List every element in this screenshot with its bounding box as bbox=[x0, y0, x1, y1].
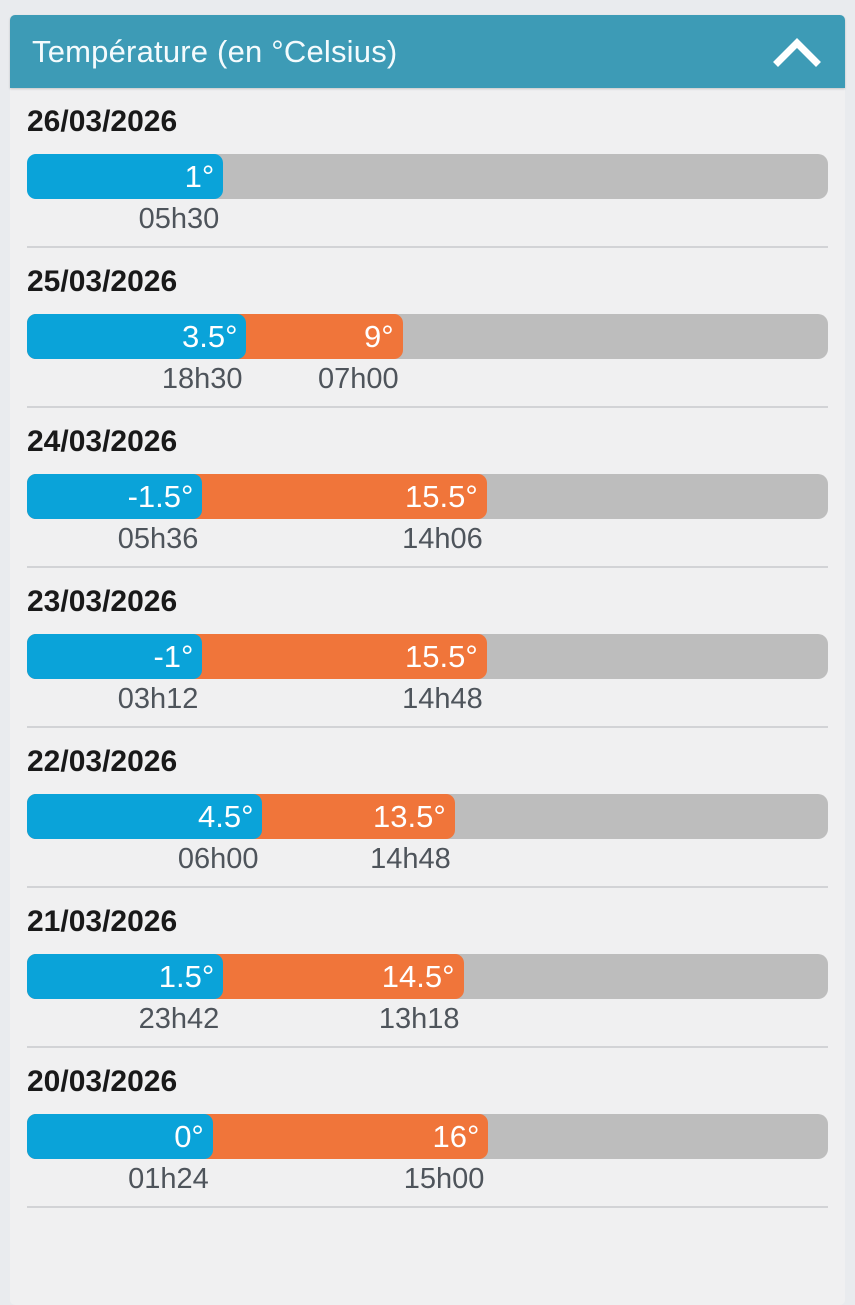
temperature-bar-track: 15.5° -1.5° bbox=[27, 474, 828, 519]
max-temp-label: 14.5° bbox=[381, 958, 455, 994]
max-time-label: 14h06 bbox=[402, 523, 483, 555]
time-labels-row: 06h00 14h48 bbox=[27, 841, 828, 877]
min-time-label: 06h00 bbox=[177, 843, 259, 875]
max-time-label: 13h18 bbox=[378, 1003, 460, 1035]
min-time-label: 01h24 bbox=[128, 1163, 209, 1195]
min-time-label: 18h30 bbox=[161, 363, 243, 395]
min-temp-bar: 1.5° bbox=[27, 954, 224, 999]
max-temp-label: 9° bbox=[364, 318, 394, 354]
temperature-bar-track: 15.5° -1° bbox=[27, 634, 828, 679]
max-temp-label: 15.5° bbox=[405, 638, 478, 674]
chevron-up-icon[interactable] bbox=[771, 32, 823, 72]
temperature-bar-track: 1° bbox=[27, 154, 828, 199]
temperature-panel-header[interactable]: Température (en °Celsius) bbox=[10, 15, 845, 88]
max-time-label: 14h48 bbox=[370, 843, 451, 875]
day-date: 24/03/2026 bbox=[27, 425, 178, 458]
day-date: 23/03/2026 bbox=[27, 585, 178, 618]
max-time-label: 07h00 bbox=[318, 363, 399, 395]
min-temp-label: 1.5° bbox=[158, 958, 215, 994]
min-temp-bar: -1° bbox=[27, 634, 203, 679]
day-row: 22/03/2026 13.5° 4.5° 06h00 14h48 bbox=[27, 728, 828, 888]
min-temp-label: 3.5° bbox=[181, 318, 238, 354]
panel-title: Température (en °Celsius) bbox=[32, 33, 398, 69]
day-row: 24/03/2026 15.5° -1.5° 05h36 14h06 bbox=[27, 408, 828, 568]
min-time-label: 05h30 bbox=[138, 203, 220, 235]
min-temp-bar: 0° bbox=[27, 1114, 213, 1159]
min-temp-label: 4.5° bbox=[197, 798, 254, 834]
min-temp-bar: 4.5° bbox=[27, 794, 263, 839]
day-date: 26/03/2026 bbox=[27, 105, 178, 138]
day-row: 26/03/2026 1° 05h30 bbox=[27, 88, 828, 248]
max-temp-label: 15.5° bbox=[405, 478, 478, 514]
temperature-bar-track: 16° 0° bbox=[27, 1114, 828, 1159]
day-rows-container: 26/03/2026 1° 05h30 25/03/2026 9° 3.5° 1… bbox=[10, 88, 845, 1208]
max-time-label: 14h48 bbox=[402, 683, 483, 715]
time-labels-row: 18h30 07h00 bbox=[27, 361, 828, 397]
day-row: 25/03/2026 9° 3.5° 18h30 07h00 bbox=[27, 248, 828, 408]
temperature-bar-track: 13.5° 4.5° bbox=[27, 794, 828, 839]
time-labels-row: 05h30 bbox=[27, 201, 828, 237]
min-time-label: 23h42 bbox=[138, 1003, 220, 1035]
day-date: 25/03/2026 bbox=[27, 265, 178, 298]
max-temp-label: 16° bbox=[432, 1118, 480, 1154]
day-date: 22/03/2026 bbox=[27, 745, 178, 778]
day-row: 23/03/2026 15.5° -1° 03h12 14h48 bbox=[27, 568, 828, 728]
temperature-bar-track: 14.5° 1.5° bbox=[27, 954, 828, 999]
min-temp-label: -1° bbox=[153, 638, 194, 674]
min-temp-label: -1.5° bbox=[127, 478, 194, 514]
temperature-panel: Température (en °Celsius) 26/03/2026 1° … bbox=[10, 15, 845, 1305]
time-labels-row: 03h12 14h48 bbox=[27, 681, 828, 717]
time-labels-row: 05h36 14h06 bbox=[27, 521, 828, 557]
min-temp-bar: 3.5° bbox=[27, 314, 247, 359]
day-row: 21/03/2026 14.5° 1.5° 23h42 13h18 bbox=[27, 888, 828, 1048]
min-temp-bar: 1° bbox=[27, 154, 224, 199]
max-temp-label: 13.5° bbox=[372, 798, 446, 834]
day-row: 20/03/2026 16° 0° 01h24 15h00 bbox=[27, 1048, 828, 1208]
temperature-bar-track: 9° 3.5° bbox=[27, 314, 828, 359]
min-time-label: 05h36 bbox=[117, 523, 199, 555]
time-labels-row: 23h42 13h18 bbox=[27, 1001, 828, 1037]
day-date: 20/03/2026 bbox=[27, 1065, 178, 1098]
min-temp-label: 0° bbox=[174, 1118, 204, 1154]
max-time-label: 15h00 bbox=[403, 1163, 485, 1195]
min-temp-bar: -1.5° bbox=[27, 474, 203, 519]
min-temp-label: 1° bbox=[184, 158, 215, 194]
time-labels-row: 01h24 15h00 bbox=[27, 1161, 828, 1197]
day-date: 21/03/2026 bbox=[27, 905, 178, 938]
min-time-label: 03h12 bbox=[117, 683, 199, 715]
